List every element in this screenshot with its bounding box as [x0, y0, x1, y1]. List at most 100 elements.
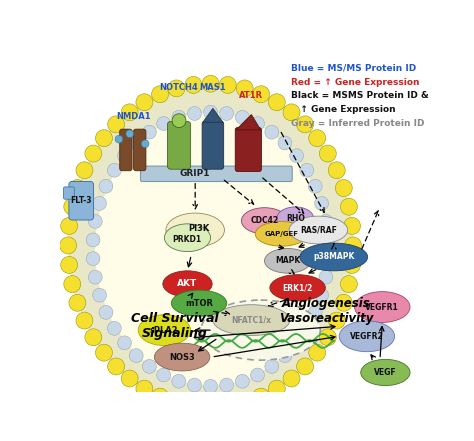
Circle shape [85, 329, 102, 346]
Ellipse shape [361, 359, 410, 385]
Circle shape [126, 130, 134, 138]
Text: ↑ Gene Expression: ↑ Gene Expression [292, 105, 396, 114]
Ellipse shape [339, 321, 395, 351]
Circle shape [172, 110, 186, 124]
Text: NFATC1/x: NFATC1/x [231, 316, 272, 325]
Circle shape [129, 136, 143, 150]
Circle shape [300, 321, 314, 335]
Circle shape [61, 217, 78, 235]
Circle shape [204, 379, 218, 393]
Circle shape [265, 359, 279, 374]
Polygon shape [203, 108, 223, 122]
Ellipse shape [355, 292, 410, 322]
Ellipse shape [138, 315, 191, 345]
Circle shape [99, 306, 113, 319]
Circle shape [152, 388, 169, 405]
Ellipse shape [171, 290, 227, 316]
Ellipse shape [164, 224, 210, 251]
Circle shape [108, 358, 125, 375]
Circle shape [152, 86, 169, 103]
Circle shape [69, 179, 86, 197]
Circle shape [143, 359, 156, 374]
Ellipse shape [163, 271, 212, 297]
Circle shape [236, 374, 249, 388]
Circle shape [278, 349, 292, 363]
Text: MAPK: MAPK [275, 256, 300, 265]
FancyBboxPatch shape [202, 121, 224, 169]
Circle shape [328, 312, 345, 329]
Circle shape [60, 237, 77, 254]
Circle shape [185, 76, 202, 93]
FancyBboxPatch shape [134, 129, 146, 171]
Circle shape [61, 256, 78, 273]
Circle shape [86, 233, 100, 247]
Circle shape [136, 380, 153, 397]
Text: RAS/RAF: RAS/RAF [300, 225, 337, 235]
Circle shape [251, 116, 264, 131]
Circle shape [88, 270, 102, 284]
Text: RHO: RHO [286, 214, 305, 223]
Circle shape [108, 116, 125, 133]
Text: NMDA1: NMDA1 [116, 112, 151, 120]
Text: Angiogenesis
Vasoreactivity: Angiogenesis Vasoreactivity [279, 297, 373, 325]
Circle shape [86, 252, 100, 265]
Circle shape [321, 233, 335, 247]
Text: VEGF: VEGF [374, 368, 397, 377]
Text: Cell Survival
Signaling: Cell Survival Signaling [130, 312, 218, 340]
Text: MAS1: MAS1 [200, 83, 226, 92]
FancyBboxPatch shape [120, 129, 132, 171]
Ellipse shape [264, 248, 310, 273]
Circle shape [268, 94, 285, 111]
Text: Red = ↑ Gene Expression: Red = ↑ Gene Expression [292, 78, 420, 86]
Circle shape [340, 276, 357, 292]
Circle shape [297, 358, 313, 375]
FancyBboxPatch shape [167, 121, 191, 169]
FancyBboxPatch shape [235, 127, 261, 172]
Circle shape [115, 135, 123, 143]
Circle shape [308, 306, 322, 319]
Text: sPLA2: sPLA2 [150, 325, 179, 335]
Circle shape [188, 107, 201, 120]
Circle shape [300, 163, 314, 177]
Circle shape [129, 349, 143, 363]
Circle shape [253, 86, 270, 103]
Circle shape [202, 399, 219, 415]
Circle shape [85, 145, 102, 162]
Circle shape [297, 116, 313, 133]
Circle shape [290, 336, 304, 350]
Circle shape [76, 162, 93, 179]
Text: Black = MSMS Protein ID &: Black = MSMS Protein ID & [292, 91, 429, 101]
Text: VEGFR2: VEGFR2 [350, 332, 384, 341]
Circle shape [188, 378, 201, 392]
Circle shape [95, 130, 112, 147]
Circle shape [236, 80, 253, 97]
Text: FLT-3: FLT-3 [71, 196, 92, 205]
Circle shape [121, 370, 138, 387]
Circle shape [319, 145, 336, 162]
Circle shape [95, 344, 112, 361]
Circle shape [219, 397, 236, 415]
Circle shape [319, 270, 333, 284]
Ellipse shape [289, 216, 347, 244]
Text: GAP/GEF: GAP/GEF [264, 231, 299, 237]
Text: PRKD1: PRKD1 [172, 235, 201, 244]
Circle shape [219, 378, 234, 392]
Circle shape [118, 336, 131, 350]
Circle shape [202, 75, 219, 92]
Circle shape [321, 252, 335, 265]
Circle shape [92, 288, 107, 302]
Text: Blue = MS/MS Protein ID: Blue = MS/MS Protein ID [292, 64, 417, 73]
Text: Gray = Inferred Protein ID: Gray = Inferred Protein ID [292, 119, 425, 128]
Circle shape [141, 140, 149, 148]
Circle shape [76, 312, 93, 329]
Ellipse shape [241, 208, 288, 234]
Text: PI3K: PI3K [188, 224, 210, 233]
Text: GRIP1: GRIP1 [180, 169, 210, 178]
Circle shape [345, 237, 362, 254]
Circle shape [99, 179, 113, 193]
Circle shape [283, 104, 300, 121]
Text: VEGFR1: VEGFR1 [365, 303, 399, 311]
Circle shape [204, 105, 218, 119]
Text: CDC42: CDC42 [250, 216, 279, 225]
Circle shape [265, 125, 279, 139]
